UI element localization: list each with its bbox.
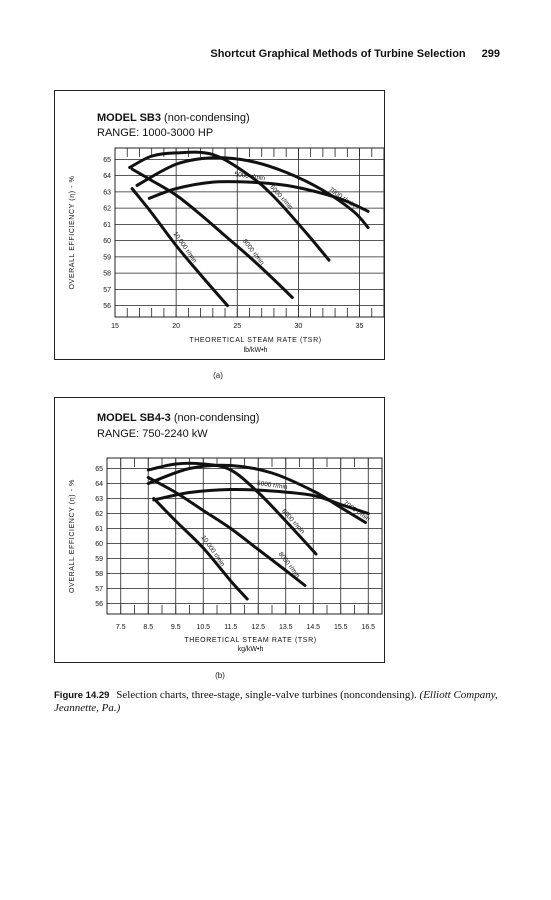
curve-8000-rpm-b (146, 476, 307, 587)
x-tick-label-b: 10.5 (196, 624, 210, 631)
curve-label-5000-rpm-b: 5000 r/min (257, 480, 289, 491)
chart-svg-b: MODEL SB4-3 (non-condensing) RANGE: 750-2… (69, 412, 383, 653)
chart-title-b: MODEL SB4-3 (non-condensing) (97, 412, 259, 424)
model-suffix-a: (non-condensing) (161, 112, 250, 124)
curve-label-10000-rpm-a: 10,000 r/min (171, 231, 198, 265)
model-suffix-b: (non-condensing) (171, 412, 260, 424)
x-tick-label-b: 14.5 (306, 624, 320, 631)
chart-title-a: MODEL SB3 (non-condensing) (97, 112, 250, 124)
x-tick-label-a: 15 (111, 323, 119, 330)
caption-text: Selection charts, three-stage, single-va… (116, 689, 417, 701)
x-axis-label-b: THEORETICAL STEAM RATE (TSR) (184, 637, 316, 644)
running-head: Shortcut Graphical Methods of Turbine Se… (0, 48, 500, 60)
x-tick-label-a: 35 (356, 323, 364, 330)
y-tick-label-a: 63 (103, 189, 111, 196)
y-tick-label-b: 60 (95, 541, 103, 548)
x-tick-label-b: 12.5 (251, 624, 265, 631)
curve-6000-rpm-b (146, 461, 318, 556)
curve-5000-rpm-a (147, 180, 370, 213)
x-axis-units-b: kg/kW•h (238, 646, 264, 653)
y-tick-label-b: 59 (95, 556, 103, 563)
curve-10000-rpm-a (130, 187, 229, 308)
y-axis-label-b: OVERALL EFFICIENCY (η) - % (69, 479, 76, 593)
x-axis-units-a: lb/kW•h (244, 347, 268, 354)
chart-panel-a: MODEL SB3 (non-condensing) RANGE: 1000-30… (54, 90, 385, 360)
x-axis-label-a: THEORETICAL STEAM RATE (TSR) (189, 337, 321, 344)
caption-credit: (Elliott Company, Jeannette, Pa.) (54, 689, 498, 714)
model-name-b: MODEL SB4-3 (97, 412, 171, 424)
y-tick-label-b: 62 (95, 511, 103, 518)
page-number: 299 (481, 48, 500, 60)
y-tick-label-a: 61 (103, 222, 111, 229)
y-tick-label-b: 64 (95, 481, 103, 488)
x-tick-label-b: 11.5 (224, 624, 237, 631)
panel-label-b: (b) (215, 671, 225, 680)
x-tick-label-b: 9.5 (171, 624, 181, 631)
x-tick-label-b: 13.5 (279, 624, 293, 631)
y-tick-label-a: 62 (103, 206, 111, 213)
y-tick-label-b: 65 (95, 466, 103, 473)
x-tick-label-b: 15.5 (334, 624, 348, 631)
curve-label-7000-rpm-a: 7000 r/min (327, 186, 356, 210)
running-title: Shortcut Graphical Methods of Turbine Se… (210, 48, 466, 60)
x-tick-label-b: 16.5 (361, 624, 375, 631)
y-tick-label-a: 59 (103, 254, 111, 261)
curve-5000-rpm-b (152, 487, 370, 515)
chart-svg-a: MODEL SB3 (non-condensing) RANGE: 1000-30… (69, 112, 385, 354)
curve-7000-rpm-b (146, 463, 367, 524)
curve-label-6000-rpm-a: 6000 r/min (268, 184, 294, 212)
chart-range-b: RANGE: 750-2240 kW (97, 428, 208, 440)
y-tick-label-a: 58 (103, 271, 111, 278)
y-tick-label-a: 65 (103, 157, 111, 164)
y-axis-label-a: OVERALL EFFICIENCY (η) - % (69, 175, 76, 289)
x-tick-label-b: 7.5 (116, 624, 126, 631)
x-tick-label-a: 30 (295, 323, 303, 330)
y-tick-label-a: 60 (103, 238, 111, 245)
curve-label-6000-rpm-b: 6000 r/min (280, 508, 306, 536)
y-tick-label-b: 58 (95, 571, 103, 578)
chart-range-a: RANGE: 1000-3000 HP (97, 127, 213, 139)
y-tick-label-a: 56 (103, 303, 111, 310)
x-tick-label-a: 20 (172, 323, 180, 330)
y-tick-label-a: 64 (103, 173, 111, 180)
panel-label-a: (a) (213, 371, 223, 380)
y-tick-label-b: 63 (95, 496, 103, 503)
curve-6000-rpm-a (128, 150, 331, 262)
figure-caption: Figure 14.29 Selection charts, three-sta… (54, 689, 504, 715)
curve-7000-rpm-a (135, 156, 370, 230)
curve-8000-rpm-a (130, 167, 294, 299)
y-tick-label-b: 57 (95, 586, 103, 593)
curve-10000-rpm-b (152, 497, 249, 601)
y-tick-label-a: 57 (103, 287, 111, 294)
y-tick-label-b: 56 (95, 601, 103, 608)
model-name-a: MODEL SB3 (97, 112, 161, 124)
figure-number: Figure 14.29 (54, 690, 110, 701)
y-tick-label-b: 61 (95, 526, 103, 533)
chart-panel-b: MODEL SB4-3 (non-condensing) RANGE: 750-2… (54, 397, 385, 663)
x-tick-label-a: 25 (233, 323, 241, 330)
x-tick-label-b: 8.5 (143, 624, 153, 631)
